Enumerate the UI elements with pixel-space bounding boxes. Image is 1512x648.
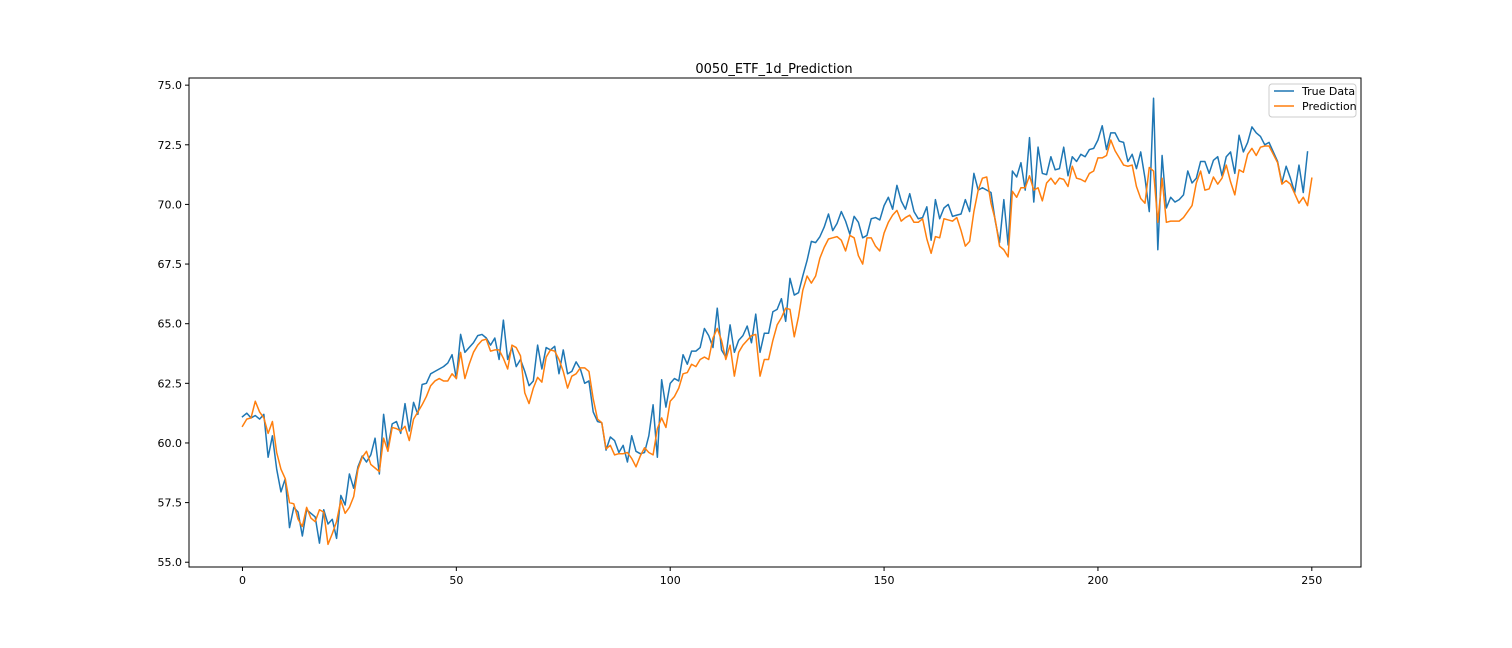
x-tick-label: 200 xyxy=(1087,574,1108,587)
x-tick-label: 250 xyxy=(1301,574,1322,587)
y-tick-label: 57.5 xyxy=(158,497,183,510)
y-tick-label: 72.5 xyxy=(158,139,183,152)
y-tick-label: 75.0 xyxy=(158,79,183,92)
legend: True Data Prediction xyxy=(1268,83,1357,118)
x-axis: 0 50 100 150 200 250 xyxy=(239,567,1322,587)
chart-title: 0050_ETF_1d_Prediction xyxy=(695,62,852,77)
x-tick-label: 50 xyxy=(449,574,463,587)
series-line-prediction xyxy=(241,139,1313,546)
axes-frame xyxy=(188,77,1362,568)
legend-label-true-data: True Data xyxy=(1301,85,1355,98)
y-tick-label: 65.0 xyxy=(158,318,183,331)
series-line-true-data xyxy=(241,97,1309,544)
legend-label-prediction: Prediction xyxy=(1302,100,1357,113)
series-group xyxy=(241,97,1313,546)
y-tick-label: 60.0 xyxy=(158,437,183,450)
x-tick-label: 100 xyxy=(660,574,681,587)
y-tick-label: 70.0 xyxy=(158,198,183,211)
y-tick-label: 55.0 xyxy=(158,556,183,569)
y-axis: 55.0 57.5 60.0 62.5 65.0 67.5 70.0 72.5 75.0 xyxy=(158,79,189,569)
y-tick-label: 67.5 xyxy=(158,258,183,271)
x-tick-label: 0 xyxy=(239,574,246,587)
y-tick-label: 62.5 xyxy=(158,377,183,390)
legend-box xyxy=(1268,83,1357,118)
x-tick-label: 150 xyxy=(874,574,895,587)
